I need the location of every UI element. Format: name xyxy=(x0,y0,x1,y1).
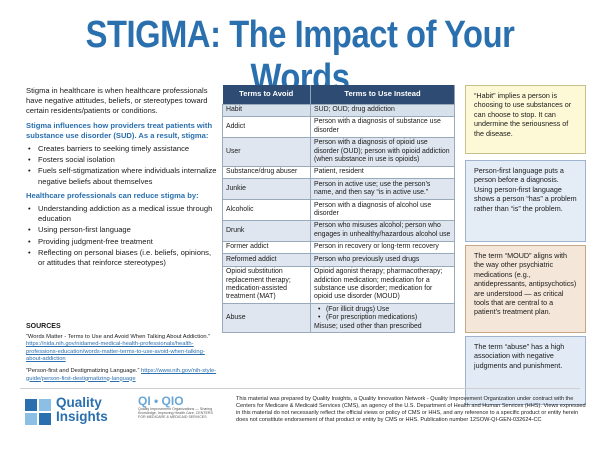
use-term: Person who misuses alcohol; person who e… xyxy=(310,219,455,242)
source-text: “Person-first and Destigmatizing Languag… xyxy=(26,367,140,374)
terms-table: Terms to Avoid Terms to Use Instead Habi… xyxy=(222,85,455,334)
disclaimer-text: This material was prepared by Quality In… xyxy=(236,396,586,424)
note-abuse: The term “abuse” has a high association … xyxy=(465,336,586,405)
table-row: Junkie Person in active use; use the per… xyxy=(222,178,455,201)
quality-insights-logo: Quality Insights xyxy=(24,395,134,433)
table-row: Habit SUD; OUD; drug addiction xyxy=(222,103,455,117)
note-habit: “Habit” implies a person is choosing to … xyxy=(465,85,586,154)
use-term: (For illicit drugs) Use (For prescriptio… xyxy=(310,303,455,334)
header-terms-to-avoid: Terms to Avoid xyxy=(222,85,311,104)
avoid-term: Junkie xyxy=(222,178,311,201)
table-row: Opioid substitution replacement therapy;… xyxy=(222,265,455,305)
use-term: Person with a diagnosis of opioid use di… xyxy=(310,136,455,167)
reduce-stigma-list: Understanding addiction as a medical iss… xyxy=(26,204,218,268)
source-link[interactable]: https://www.nih.gov/nih-style-guide/pers… xyxy=(26,367,217,382)
avoid-term: Addict xyxy=(222,115,311,138)
table-header-row: Terms to Avoid Terms to Use Instead xyxy=(222,85,455,104)
source-item: “Words Matter - Terms to Use and Avoid W… xyxy=(26,334,220,364)
table-row: Abuse (For illicit drugs) Use (For presc… xyxy=(222,303,455,334)
table-row: Addict Person with a diagnosis of substa… xyxy=(222,115,455,138)
list-item: Providing judgment-free treatment xyxy=(26,237,218,247)
logo-line-1: Quality xyxy=(56,395,102,410)
use-term: Person with a diagnosis of alcohol use d… xyxy=(310,199,455,221)
avoid-term: Opioid substitution replacement therapy;… xyxy=(222,265,311,305)
table-row: User Person with a diagnosis of opioid u… xyxy=(222,136,455,167)
abuse-alternatives-list: (For illicit drugs) Use (For prescriptio… xyxy=(314,306,451,323)
use-term: SUD; OUD; drug addiction xyxy=(310,103,455,117)
use-term: Patient, resident xyxy=(310,165,455,180)
note-moud: The term “MOUD” aligns with the way othe… xyxy=(465,245,586,333)
quality-insights-mark-icon xyxy=(25,399,51,425)
reduce-stigma-heading: Healthcare professionals can reduce stig… xyxy=(26,190,199,200)
qio-title: QI • QIO xyxy=(138,394,184,408)
list-item: Creates barriers to seeking timely assis… xyxy=(26,144,218,154)
stigma-effects-list: Creates barriers to seeking timely assis… xyxy=(26,144,218,187)
note-person-first: Person-first language puts a person befo… xyxy=(465,160,586,242)
list-item: Reflecting on personal biases (i.e. beli… xyxy=(26,248,218,268)
table-row: Drunk Person who misuses alcohol; person… xyxy=(222,219,455,242)
list-item: Understanding addiction as a medical iss… xyxy=(26,204,218,224)
list-item: (For illicit drugs) Use xyxy=(314,306,451,315)
table-row: Substance/drug abuser Patient, resident xyxy=(222,165,455,180)
use-term: Person with a diagnosis of substance use… xyxy=(310,115,455,138)
avoid-term: Habit xyxy=(222,103,311,117)
sources-heading: SOURCES xyxy=(26,323,61,330)
list-item: Using person-first language xyxy=(26,225,218,235)
list-item: (For prescription medications) xyxy=(314,314,451,323)
sources-section: SOURCES “Words Matter - Terms to Use and… xyxy=(26,323,220,387)
source-link[interactable]: https://nida.nih.gov/nidamed-medical-hea… xyxy=(26,341,205,363)
use-term: Person in recovery or long-term recovery xyxy=(310,240,455,255)
avoid-term: User xyxy=(222,136,311,167)
use-term: Person who previously used drugs xyxy=(310,253,455,267)
table-row: Reformed addict Person who previously us… xyxy=(222,253,455,267)
list-item: Fuels self-stigmatization where individu… xyxy=(26,166,218,186)
table-row: Alcoholic Person with a diagnosis of alc… xyxy=(222,199,455,221)
qio-tagline: Quality Improvement Organizations — Shar… xyxy=(138,407,213,420)
list-item: Fosters social isolation xyxy=(26,155,218,165)
use-term: Person in active use; use the person’s n… xyxy=(310,178,455,201)
table-row: Former addict Person in recovery or long… xyxy=(222,240,455,255)
footer-divider xyxy=(20,388,580,389)
avoid-term: Reformed addict xyxy=(222,253,311,267)
intro-paragraph: Stigma in healthcare is when healthcare … xyxy=(26,86,208,116)
avoid-term: Drunk xyxy=(222,219,311,242)
intro-section: Stigma in healthcare is when healthcare … xyxy=(26,86,218,272)
page-title: STIGMA: The Impact of Your Words xyxy=(85,14,515,99)
avoid-term: Former addict xyxy=(222,240,311,255)
use-term: Opioid agonist therapy; pharmacotherapy;… xyxy=(310,265,455,305)
source-item: “Person-first and Destigmatizing Languag… xyxy=(26,368,220,383)
avoid-term: Abuse xyxy=(222,303,311,334)
logo-line-2: Insights xyxy=(56,409,108,424)
abuse-tail: Misuse; used other than prescribed xyxy=(314,322,422,330)
qio-logo: QI • QIO Quality Improvement Organizatio… xyxy=(138,395,218,433)
avoid-term: Substance/drug abuser xyxy=(222,165,311,180)
avoid-term: Alcoholic xyxy=(222,199,311,221)
source-text: “Words Matter - Terms to Use and Avoid W… xyxy=(26,333,211,340)
header-terms-to-use: Terms to Use Instead xyxy=(310,85,455,104)
stigma-effects-heading: Stigma influences how providers treat pa… xyxy=(26,120,213,140)
